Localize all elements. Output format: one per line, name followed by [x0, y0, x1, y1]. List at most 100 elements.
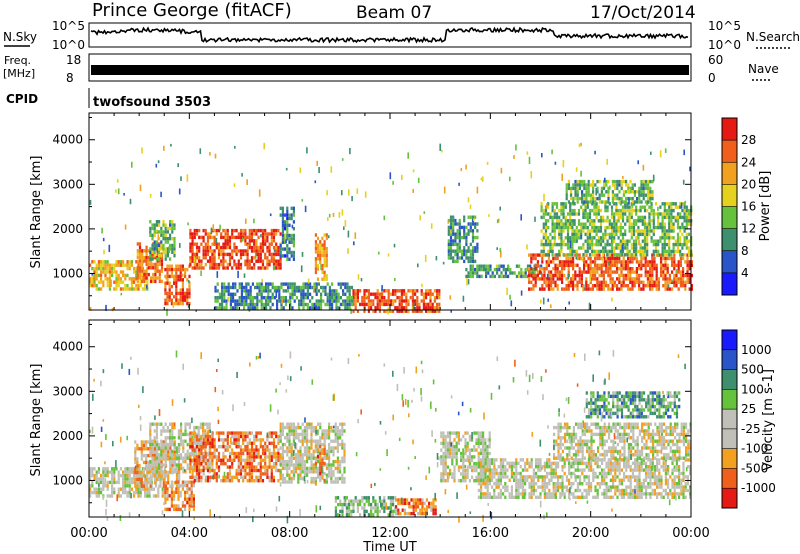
data-cell	[198, 249, 201, 253]
data-cell	[610, 212, 614, 216]
data-cell	[420, 299, 423, 303]
data-cell	[217, 434, 221, 439]
data-cell	[145, 443, 148, 448]
data-cell	[447, 229, 450, 233]
data-cell	[215, 266, 218, 270]
data-cell	[261, 448, 265, 452]
data-cell	[545, 263, 548, 267]
data-cell	[544, 212, 548, 216]
data-cell	[621, 205, 625, 209]
data-cell	[572, 260, 575, 264]
data-cell	[303, 425, 306, 430]
data-cell	[166, 264, 169, 268]
data-cell	[618, 267, 621, 271]
data-cell	[143, 255, 146, 260]
data-cell	[554, 280, 557, 284]
data-cell	[320, 299, 323, 303]
data-cell	[636, 190, 639, 194]
data-cell	[467, 229, 470, 233]
data-cell	[534, 277, 537, 281]
data-speck	[177, 163, 179, 168]
data-cell	[474, 259, 477, 264]
data-cell	[270, 472, 273, 476]
data-cell	[452, 249, 455, 253]
data-cell	[504, 271, 507, 275]
data-cell	[145, 477, 148, 482]
data-cell	[288, 446, 291, 450]
colorbar-tick-label: 28	[741, 133, 756, 147]
data-cell	[209, 232, 212, 236]
data-cell	[639, 249, 642, 254]
data-cell	[361, 299, 364, 303]
data-cell	[216, 306, 219, 310]
data-cell	[613, 249, 616, 254]
data-cell	[599, 208, 603, 213]
data-cell	[576, 183, 579, 187]
data-cell	[158, 446, 161, 450]
data-speck	[307, 278, 310, 284]
data-cell	[602, 239, 605, 243]
data-cell	[257, 249, 260, 253]
data-cell	[573, 232, 576, 237]
data-cell	[491, 271, 494, 275]
data-cell	[155, 442, 158, 447]
data-cell	[290, 216, 293, 221]
data-cell	[102, 473, 105, 478]
data-cell	[149, 259, 153, 263]
data-speck	[186, 174, 189, 182]
data-cell	[272, 262, 276, 267]
data-cell	[449, 242, 453, 247]
data-cell	[348, 292, 351, 296]
data-cell	[259, 458, 262, 462]
data-cell	[664, 273, 667, 278]
data-cell	[216, 282, 219, 286]
data-cell	[134, 467, 137, 471]
data-cell	[673, 256, 676, 261]
data-cell	[632, 253, 636, 257]
data-cell	[231, 451, 234, 456]
data-cell	[197, 425, 200, 430]
data-cell	[542, 208, 545, 213]
data-cell	[543, 280, 546, 284]
data-cell	[237, 458, 240, 462]
data-cell	[552, 273, 555, 278]
data-cell	[367, 309, 370, 313]
data-cell	[309, 299, 312, 303]
data-cell	[227, 292, 230, 296]
data-cell	[169, 237, 172, 241]
data-cell	[573, 249, 576, 254]
data-cell	[149, 422, 152, 426]
data-cell	[138, 255, 142, 260]
data-cell	[164, 301, 167, 306]
data-cell	[320, 306, 323, 310]
data-cell	[235, 455, 238, 459]
data-cell	[651, 273, 654, 278]
data-cell	[186, 267, 189, 272]
data-cell	[573, 236, 576, 240]
data-cell	[158, 466, 161, 471]
data-cell	[281, 240, 284, 244]
data-cell	[438, 292, 441, 296]
data-cell	[295, 442, 298, 447]
data-cell	[188, 504, 191, 508]
data-cell	[167, 477, 170, 482]
data-cell	[361, 295, 364, 300]
data-cell	[184, 274, 187, 279]
data-cell	[320, 296, 323, 300]
data-cell	[158, 276, 161, 280]
data-cell	[539, 270, 542, 274]
data-cell	[627, 260, 630, 264]
data-cell	[596, 267, 599, 271]
data-cell	[231, 465, 234, 469]
data-cell	[280, 302, 283, 307]
data-cell	[394, 306, 397, 310]
data-cell	[621, 239, 625, 243]
data-cell	[239, 252, 243, 257]
data-cell	[436, 292, 439, 296]
data-cell	[293, 285, 296, 290]
data-cell	[142, 443, 146, 448]
data-speck	[469, 204, 472, 209]
data-cell	[173, 278, 176, 282]
data-cell	[449, 239, 453, 243]
data-cell	[177, 298, 180, 302]
